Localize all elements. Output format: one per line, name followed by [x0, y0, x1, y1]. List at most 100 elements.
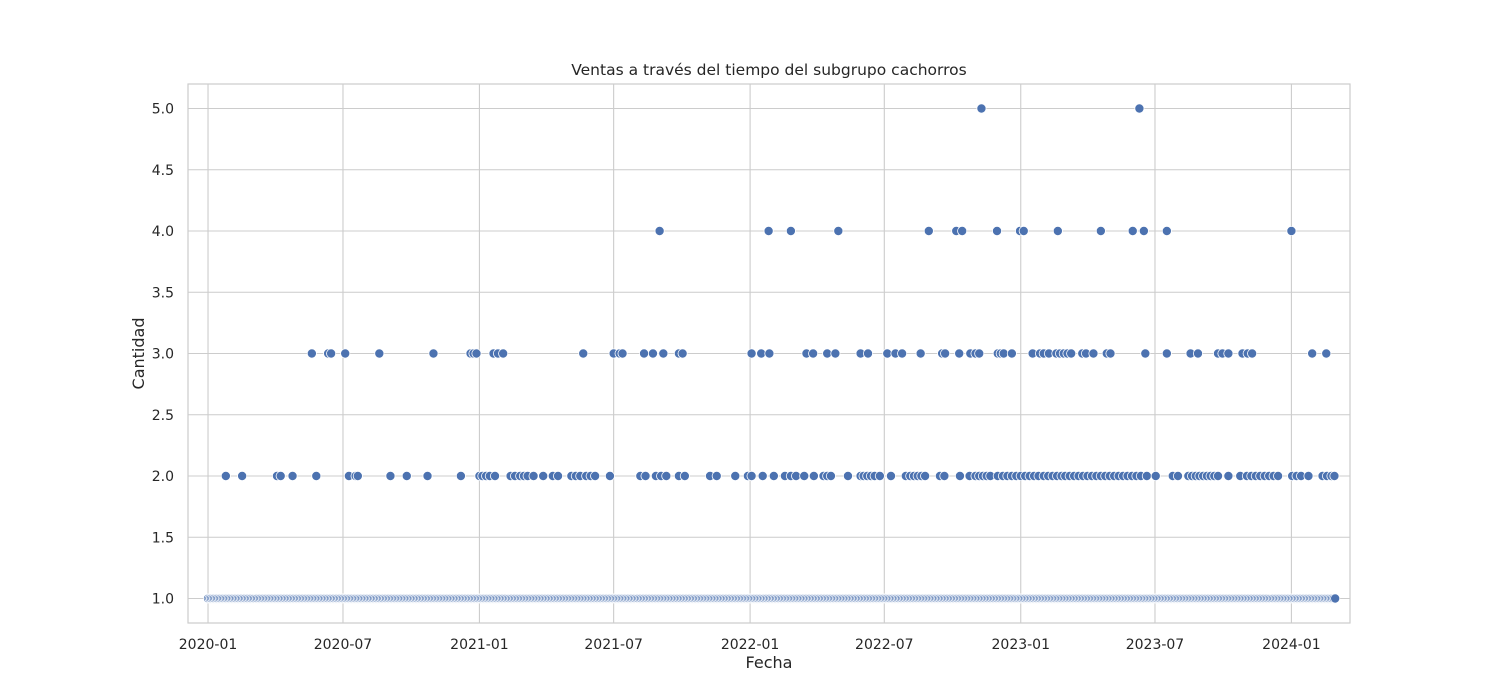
x-tick-label: 2022-01: [721, 637, 780, 653]
x-axis-label: Fecha: [746, 653, 793, 672]
x-tick-label: 2022-07: [855, 637, 914, 653]
data-point: [1066, 348, 1077, 359]
data-point: [658, 348, 669, 359]
data-point: [863, 348, 874, 359]
data-point: [1161, 348, 1172, 359]
data-point: [1321, 348, 1332, 359]
x-tick-label: 2023-01: [992, 637, 1051, 653]
data-point: [974, 348, 985, 359]
y-axis-ticks: 1.0 1.5 2.0 2.5 3.0 3.5 4.0 4.5 5.0: [152, 102, 174, 608]
data-point: [275, 470, 286, 481]
data-point: [1329, 470, 1340, 481]
data-point: [401, 470, 412, 481]
data-point: [306, 348, 317, 359]
y-tick-label: 4.0: [152, 224, 174, 240]
data-point: [1192, 348, 1203, 359]
data-point: [639, 348, 650, 359]
data-point: [422, 470, 433, 481]
data-point: [340, 348, 351, 359]
data-point: [1303, 470, 1314, 481]
data-point: [455, 470, 466, 481]
y-tick-label: 5.0: [152, 102, 174, 118]
y-tick-label: 3.0: [152, 347, 174, 363]
data-point: [237, 470, 248, 481]
data-point: [915, 348, 926, 359]
data-point: [1018, 225, 1029, 236]
data-point: [1006, 348, 1017, 359]
data-point: [825, 470, 836, 481]
y-tick-label: 1.0: [152, 592, 174, 608]
data-point: [1134, 103, 1145, 114]
data-point: [220, 470, 231, 481]
data-point: [874, 470, 885, 481]
data-point: [897, 348, 908, 359]
data-point: [830, 348, 841, 359]
data-point: [992, 225, 1003, 236]
data-point: [590, 470, 601, 481]
y-tick-label: 2.5: [152, 408, 174, 424]
data-point: [746, 470, 757, 481]
data-point: [1150, 470, 1161, 481]
y-tick-label: 1.5: [152, 530, 174, 546]
data-point: [940, 348, 951, 359]
data-point: [842, 470, 853, 481]
y-axis-label: Cantidad: [129, 318, 148, 390]
data-point: [679, 470, 690, 481]
data-point: [1127, 225, 1138, 236]
data-point: [939, 470, 950, 481]
data-point: [1273, 470, 1284, 481]
x-tick-label: 2020-07: [314, 637, 373, 653]
plot-frame: [187, 83, 1351, 624]
x-tick-label: 2021-01: [450, 637, 509, 653]
y-tick-label: 4.5: [152, 163, 174, 179]
x-tick-label: 2020-01: [179, 637, 238, 653]
data-point: [1330, 593, 1341, 604]
data-point: [498, 348, 509, 359]
data-point: [785, 225, 796, 236]
x-tick-label: 2023-07: [1126, 637, 1185, 653]
data-point: [1161, 225, 1172, 236]
data-point: [428, 348, 439, 359]
data-point: [954, 470, 965, 481]
data-point: [808, 348, 819, 359]
data-point: [799, 470, 810, 481]
data-point: [1286, 225, 1297, 236]
data-point: [1223, 348, 1234, 359]
data-point: [1223, 470, 1234, 481]
data-point: [833, 225, 844, 236]
data-point: [1140, 348, 1151, 359]
data-point: [711, 470, 722, 481]
data-point: [287, 470, 298, 481]
data-point: [730, 470, 741, 481]
data-point: [640, 470, 651, 481]
data-point: [311, 470, 322, 481]
data-point: [578, 348, 589, 359]
data-point: [1088, 348, 1099, 359]
data-point: [538, 470, 549, 481]
data-point: [1141, 470, 1152, 481]
data-point: [768, 470, 779, 481]
data-points: [203, 103, 1341, 604]
data-point: [808, 470, 819, 481]
chart-title: Ventas a través del tiempo del subgrupo …: [571, 61, 966, 79]
data-point: [1052, 225, 1063, 236]
data-point: [374, 348, 385, 359]
data-point: [763, 225, 774, 236]
data-point: [746, 348, 757, 359]
data-point: [489, 470, 500, 481]
data-point: [885, 470, 896, 481]
data-point: [923, 225, 934, 236]
data-point: [352, 470, 363, 481]
data-point: [604, 470, 615, 481]
x-axis-ticks: 2020-01 2020-07 2021-01 2021-07 2022-01 2022-…: [179, 637, 1321, 653]
data-point: [654, 225, 665, 236]
data-point: [757, 470, 768, 481]
data-point: [385, 470, 396, 481]
data-point: [976, 103, 987, 114]
data-point: [1172, 470, 1183, 481]
data-point: [528, 470, 539, 481]
data-point: [957, 225, 968, 236]
x-tick-label: 2024-01: [1262, 637, 1321, 653]
data-point: [1095, 225, 1106, 236]
